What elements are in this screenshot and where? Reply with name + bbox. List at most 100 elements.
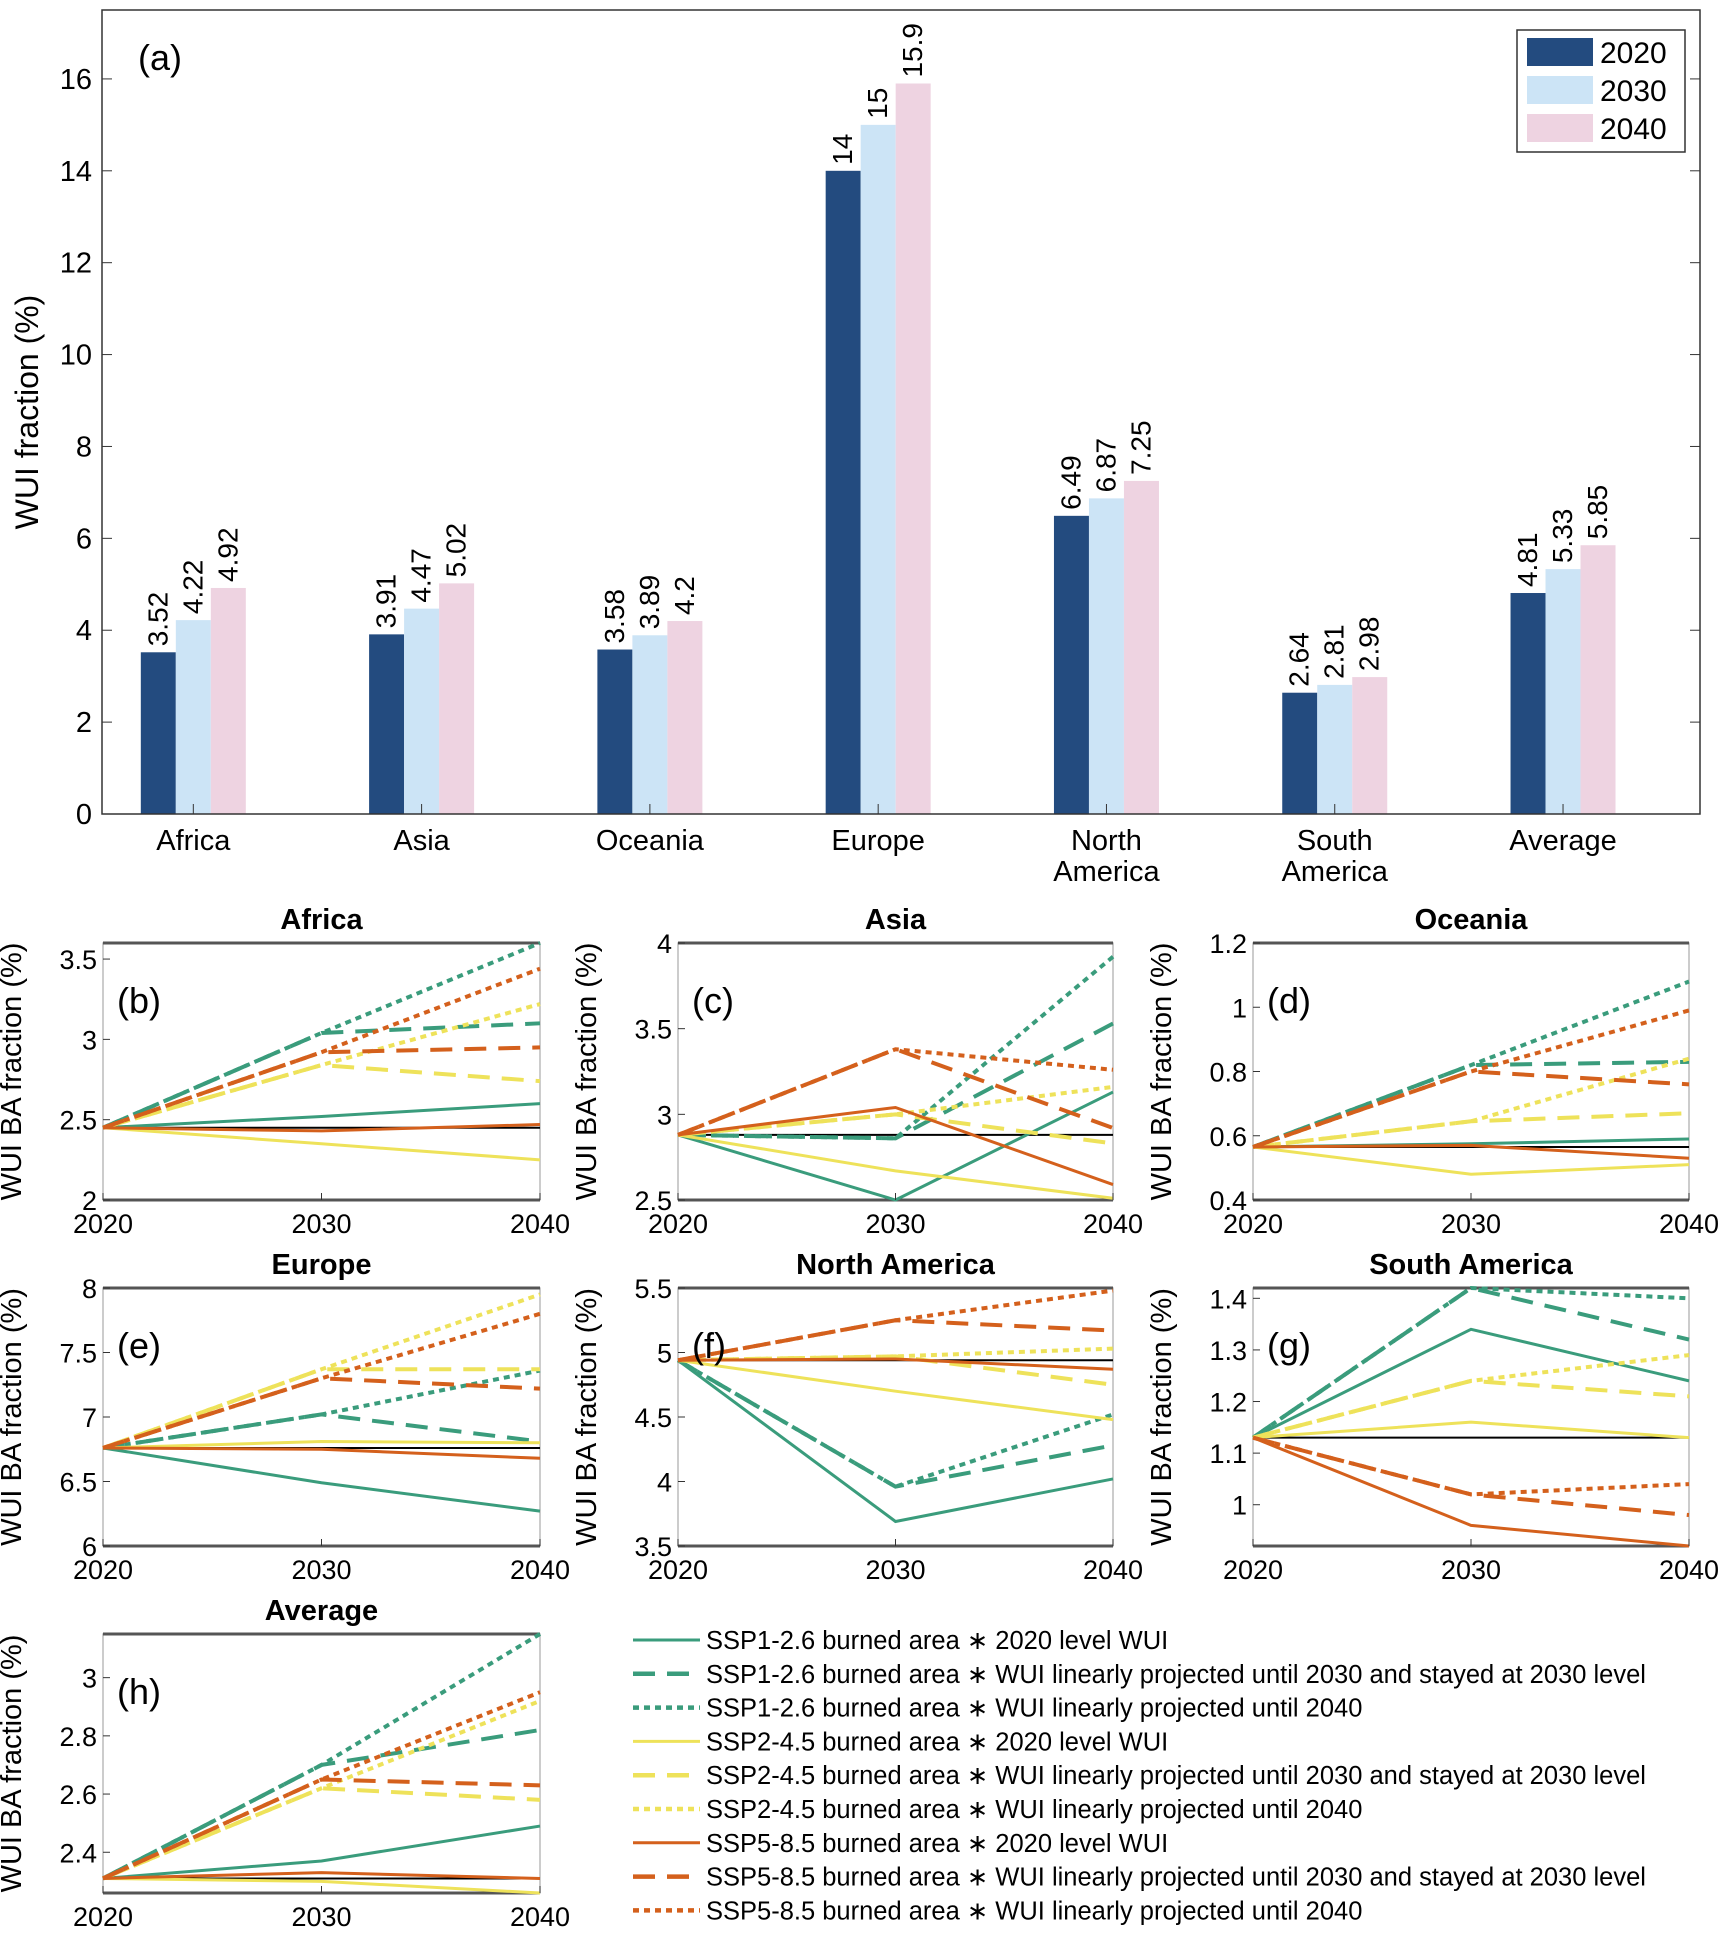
line-panel-g: South America 1 1.1 1.2 1.3 1.4 2020 2030 2040 (g… bbox=[1146, 1249, 1719, 1585]
x-tick-label: 2040 bbox=[510, 1555, 570, 1585]
bar-value-label: 4.22 bbox=[177, 560, 208, 615]
y-tick-label: 12 bbox=[60, 248, 92, 280]
y-tick-label: 3.5 bbox=[59, 945, 97, 975]
y-tick-label: 1.4 bbox=[1209, 1284, 1247, 1314]
panel-title: Europe bbox=[272, 1249, 372, 1281]
series-line-9 bbox=[102, 966, 541, 1130]
y-tick-label: 4 bbox=[657, 929, 672, 959]
y-tick-label: 2 bbox=[82, 1186, 97, 1216]
y-tick-label: 6 bbox=[82, 1532, 97, 1562]
x-tick-label: 2020 bbox=[1223, 1555, 1283, 1585]
y-tick-label: 3 bbox=[82, 1664, 97, 1694]
x-tick-label: Asia bbox=[393, 825, 450, 857]
series-line-7 bbox=[1252, 1436, 1690, 1548]
panel-label-a: (a) bbox=[138, 37, 182, 78]
x-tick-label: 2020 bbox=[648, 1555, 708, 1585]
y-tick-label: 7 bbox=[82, 1403, 97, 1433]
legend-label: SSP1-2.6 burned area ∗ WUI linearly proj… bbox=[706, 1695, 1362, 1723]
bar-value-label: 3.91 bbox=[371, 574, 402, 629]
series-line-6 bbox=[102, 1699, 541, 1881]
bar-2030-1 bbox=[175, 620, 211, 814]
bar-2040-2 bbox=[439, 583, 475, 814]
series-line-1 bbox=[102, 1446, 541, 1513]
y-tick-label: 7.5 bbox=[59, 1339, 97, 1369]
y-axis-label: WUI BA fraction (%) bbox=[1146, 943, 1178, 1201]
y-tick-label: 0.4 bbox=[1209, 1186, 1247, 1216]
x-tick-label: 2040 bbox=[510, 1209, 570, 1239]
x-tick-label: 2030 bbox=[1441, 1555, 1501, 1585]
series-line-7 bbox=[102, 1871, 541, 1880]
y-tick-label: 2.5 bbox=[634, 1186, 672, 1216]
bar-2040-3 bbox=[667, 621, 703, 814]
y-tick-label: 4 bbox=[76, 615, 92, 647]
legend-lines: SSP1-2.6 burned area ∗ 2020 level WUI SSP… bbox=[633, 1627, 1646, 1925]
x-tick-label: Africa bbox=[156, 825, 231, 857]
series-line-7 bbox=[1252, 1143, 1690, 1160]
series-line-9 bbox=[1252, 1435, 1690, 1497]
series-line-4 bbox=[1252, 1145, 1690, 1176]
legend-swatch bbox=[1527, 38, 1593, 66]
bar-value-label: 6.49 bbox=[1055, 455, 1086, 510]
legend-label: SSP5-8.5 burned area ∗ WUI linearly proj… bbox=[706, 1864, 1646, 1892]
bar-value-label: 5.85 bbox=[1582, 485, 1613, 540]
series-line-7 bbox=[102, 1446, 541, 1460]
y-tick-label: 8 bbox=[76, 431, 92, 463]
bar-2030-4 bbox=[860, 124, 896, 815]
y-tick-label: 1.3 bbox=[1209, 1336, 1247, 1366]
legend-label: SSP2-4.5 burned area ∗ WUI linearly proj… bbox=[706, 1796, 1362, 1824]
series-line-6 bbox=[102, 1002, 541, 1130]
y-axis-label-a: WUI fraction (%) bbox=[9, 295, 45, 530]
y-tick-label: 16 bbox=[60, 64, 92, 96]
bar-2030-2 bbox=[404, 608, 440, 814]
bar-value-label: 4.81 bbox=[1512, 533, 1543, 588]
line-panel-e: Europe 6 6.5 7 7.5 8 2020 2030 2040 (e) WUI BA fra… bbox=[0, 1249, 570, 1585]
x-tick-label: 2040 bbox=[1083, 1209, 1143, 1239]
legend-label: SSP2-4.5 burned area ∗ WUI linearly proj… bbox=[706, 1762, 1646, 1790]
line-panel-f: North America 3.5 4 4.5 5 5.5 2020 2030 2040 (f) W… bbox=[571, 1249, 1143, 1585]
series-line-8 bbox=[102, 1376, 541, 1450]
x-tick-label: 2020 bbox=[73, 1555, 133, 1585]
series-line-9 bbox=[677, 1047, 1114, 1137]
series-line-1 bbox=[1252, 1327, 1690, 1439]
bar-2040-6 bbox=[1352, 677, 1388, 814]
y-axis-label: WUI BA fraction (%) bbox=[0, 943, 28, 1201]
series-line-6 bbox=[1252, 1353, 1690, 1440]
y-axis-label: WUI BA fraction (%) bbox=[571, 1288, 603, 1546]
y-axis-label: WUI BA fraction (%) bbox=[1146, 1288, 1178, 1546]
bar-2030-7 bbox=[1545, 569, 1581, 814]
series-line-4 bbox=[677, 1133, 1114, 1200]
y-tick-label: 1.1 bbox=[1209, 1439, 1247, 1469]
panel-title: Oceania bbox=[1415, 904, 1529, 936]
x-tick-label: 2030 bbox=[291, 1902, 351, 1932]
x-tick-label: 2040 bbox=[1659, 1209, 1719, 1239]
x-tick-label: Europe bbox=[831, 825, 925, 857]
y-axis-label: WUI BA fraction (%) bbox=[571, 943, 603, 1201]
x-tick-label: 2030 bbox=[865, 1209, 925, 1239]
legend-label: SSP5-8.5 burned area ∗ 2020 level WUI bbox=[706, 1830, 1168, 1858]
y-tick-label: 2.5 bbox=[59, 1106, 97, 1136]
y-tick-label: 4 bbox=[657, 1468, 672, 1498]
y-tick-label: 0.8 bbox=[1209, 1058, 1247, 1088]
y-tick-label: 6 bbox=[76, 523, 92, 555]
legend-swatch bbox=[1527, 114, 1593, 142]
series-line-1 bbox=[102, 1824, 541, 1880]
axes-frame bbox=[102, 942, 541, 1201]
series-line-5 bbox=[102, 1063, 541, 1130]
panel-label: (d) bbox=[1267, 980, 1311, 1021]
series-line-4 bbox=[677, 1358, 1114, 1422]
bar-value-label: 4.92 bbox=[212, 527, 243, 582]
series-line-4 bbox=[102, 1440, 541, 1450]
series-line-7 bbox=[677, 1105, 1114, 1186]
x-tick-label: Oceania bbox=[596, 825, 705, 857]
series-line-4 bbox=[102, 1876, 541, 1895]
y-tick-label: 2 bbox=[76, 707, 92, 739]
y-tick-label: 1 bbox=[1232, 1491, 1247, 1521]
x-tick-label: 2040 bbox=[510, 1902, 570, 1932]
series-line-1 bbox=[677, 1359, 1114, 1524]
line-panel-c: Asia 2.5 3 3.5 4 2020 2030 2040 (c) WUI BA fracti… bbox=[571, 904, 1143, 1239]
y-tick-label: 3 bbox=[82, 1025, 97, 1055]
y-tick-label: 1.2 bbox=[1209, 929, 1247, 959]
legend-label: 2040 bbox=[1600, 113, 1667, 146]
y-tick-label: 1 bbox=[1232, 993, 1247, 1023]
